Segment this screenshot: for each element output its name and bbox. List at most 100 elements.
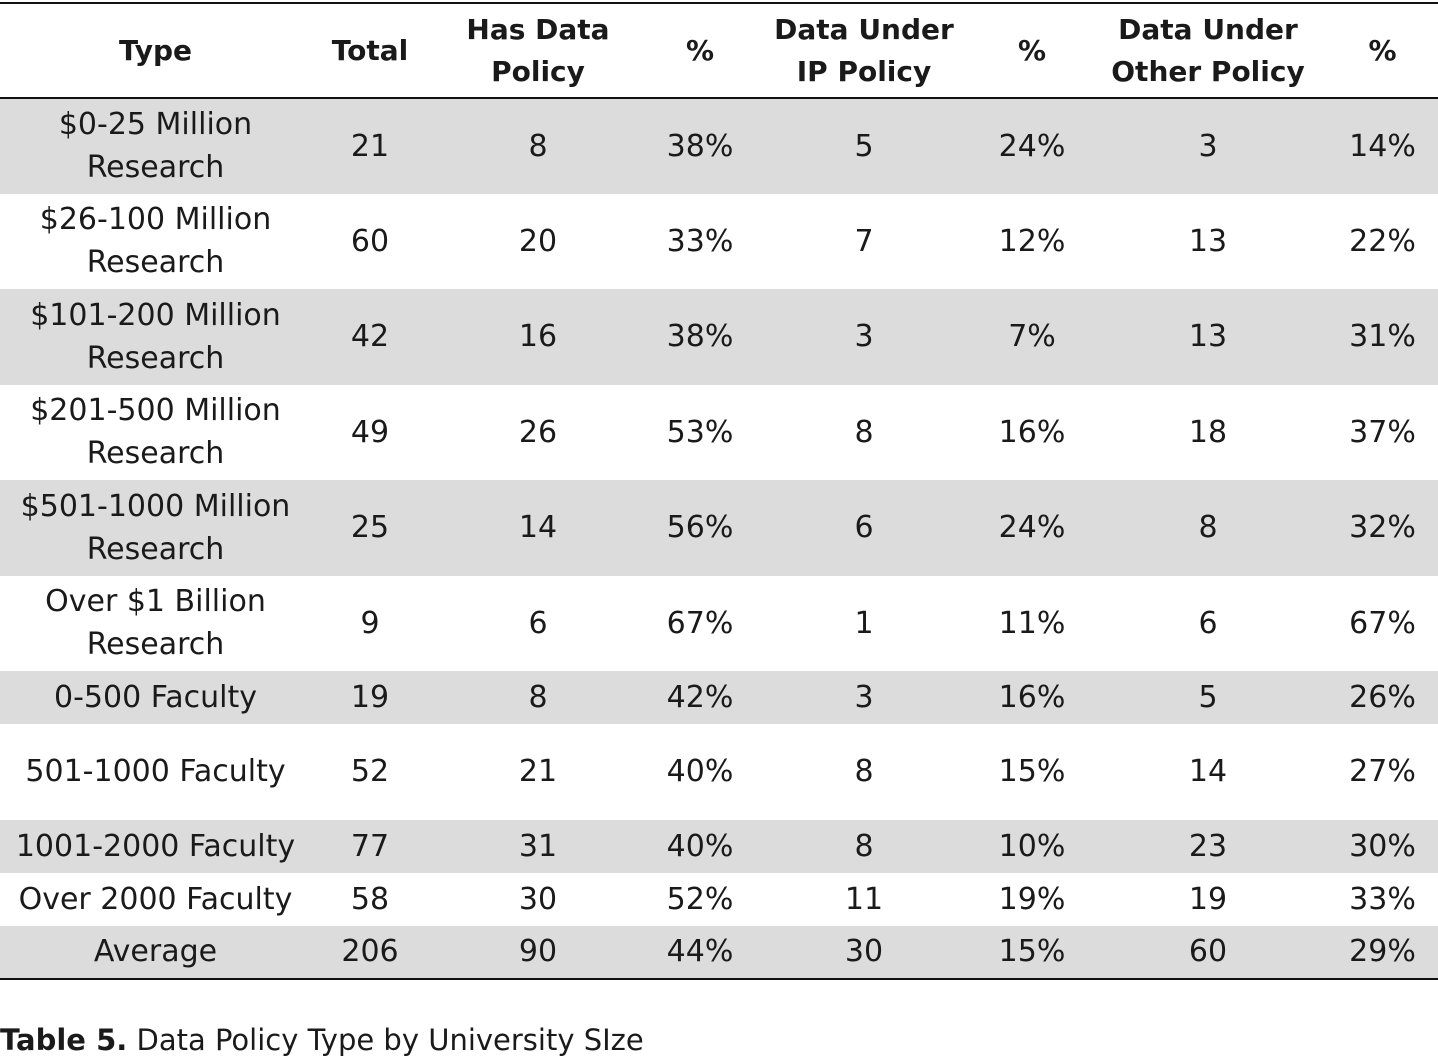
cell-total: 206 <box>311 925 429 979</box>
cell-data-under-other-policy: 13 <box>1188 223 1228 259</box>
cell-type: $101-200 Million Research <box>0 289 311 385</box>
cell-data-under-ip-policy: 8 <box>753 819 975 873</box>
cell-data-under-ip-policy: 3 <box>753 289 975 385</box>
cell-has-data-policy: 21 <box>518 754 558 790</box>
cell-data-under-ip-policy: 8 <box>854 414 874 450</box>
header-type: Type <box>0 3 311 99</box>
table-row: $0-25 Million Research 21 8 38% 5 24% 3 14% <box>0 98 1438 194</box>
cell-other-policy-percent: 33% <box>1349 881 1416 917</box>
cell-data-under-ip-policy: 30 <box>753 925 975 979</box>
cell-total: 77 <box>311 819 429 873</box>
cell-has-data-policy: 26 <box>518 414 558 450</box>
cell-ip-policy-percent: 7% <box>975 289 1089 385</box>
cell-other-policy-percent: 32% <box>1327 480 1438 576</box>
table-row: Over 2000 Faculty 58 30 52% 11 19% 19 33% <box>0 873 1438 926</box>
cell-type: 1001-2000 Faculty <box>0 819 311 873</box>
cell-total: 52 <box>350 754 390 790</box>
cell-total: 42 <box>311 289 429 385</box>
cell-ip-policy-percent: 15% <box>998 754 1066 790</box>
cell-type: 0-500 Faculty <box>0 671 311 724</box>
cell-has-data-policy-percent: 56% <box>647 480 753 576</box>
cell-type: $26-100 Million Research <box>39 202 272 281</box>
cell-data-under-other-policy: 3 <box>1089 98 1327 194</box>
cell-has-data-policy: 8 <box>429 98 647 194</box>
cell-data-under-other-policy: 18 <box>1188 414 1228 450</box>
table-row: Over $1 Billion Research 9 6 67% 1 11% 6 67% <box>0 576 1438 672</box>
table-row: 1001-2000 Faculty 77 31 40% 8 10% 23 30% <box>0 819 1438 873</box>
caption-label: Table 5. <box>0 1023 128 1057</box>
cell-has-data-policy-percent: 52% <box>666 881 734 917</box>
cell-data-under-other-policy: 14 <box>1188 754 1228 790</box>
cell-data-under-ip-policy: 8 <box>854 754 874 790</box>
cell-other-policy-percent: 67% <box>1349 605 1416 641</box>
header-has-data-policy-percent: % <box>647 3 753 99</box>
cell-data-under-ip-policy: 1 <box>854 605 874 641</box>
cell-type: $0-25 Million Research <box>0 98 311 194</box>
cell-type: Over 2000 Faculty <box>18 881 293 917</box>
cell-type: Average <box>0 925 311 979</box>
cell-ip-policy-percent: 19% <box>998 881 1066 917</box>
cell-ip-policy-percent: 12% <box>998 223 1066 259</box>
cell-has-data-policy-percent: 40% <box>647 819 753 873</box>
table-body: $0-25 Million Research 21 8 38% 5 24% 3 14% $26-… <box>0 98 1438 979</box>
cell-type: 501-1000 Faculty <box>25 754 286 790</box>
header-total: Total <box>311 3 429 99</box>
cell-ip-policy-percent: 24% <box>975 480 1089 576</box>
table-row: 501-1000 Faculty 52 21 40% 8 15% 14 27% <box>0 724 1438 820</box>
table-row: $26-100 Million Research 60 20 33% 7 12% 13 22% <box>0 194 1438 290</box>
cell-ip-policy-percent: 10% <box>975 819 1089 873</box>
table-row: $201-500 Million Research 49 26 53% 8 16% 18 37… <box>0 385 1438 481</box>
cell-ip-policy-percent: 15% <box>975 925 1089 979</box>
cell-has-data-policy-percent: 40% <box>666 754 734 790</box>
table-row: Average 206 90 44% 30 15% 60 29% <box>0 925 1438 979</box>
cell-has-data-policy: 20 <box>518 223 558 259</box>
cell-total: 21 <box>311 98 429 194</box>
cell-has-data-policy-percent: 44% <box>647 925 753 979</box>
header-data-under-other-policy: Data Under Other Policy <box>1089 3 1327 99</box>
cell-data-under-ip-policy: 6 <box>753 480 975 576</box>
cell-has-data-policy: 30 <box>518 881 558 917</box>
table-row: $101-200 Million Research 42 16 38% 3 7% 13 31% <box>0 289 1438 385</box>
header-has-data-policy: Has Data Policy <box>429 3 647 99</box>
cell-has-data-policy: 14 <box>429 480 647 576</box>
cell-data-under-other-policy: 6 <box>1198 605 1218 641</box>
header-other-policy-percent: % <box>1327 3 1438 99</box>
cell-ip-policy-percent: 16% <box>998 414 1066 450</box>
cell-data-under-ip-policy: 11 <box>844 881 884 917</box>
caption-text: Data Policy Type by University SIze <box>136 1023 644 1057</box>
cell-type: Over $1 Billion Research <box>45 584 266 663</box>
cell-other-policy-percent: 30% <box>1327 819 1438 873</box>
cell-total: 58 <box>350 881 390 917</box>
cell-data-under-other-policy: 23 <box>1089 819 1327 873</box>
cell-total: 60 <box>350 223 390 259</box>
cell-has-data-policy: 6 <box>528 605 548 641</box>
cell-has-data-policy: 8 <box>429 671 647 724</box>
cell-data-under-other-policy: 8 <box>1089 480 1327 576</box>
cell-has-data-policy-percent: 38% <box>647 289 753 385</box>
header-data-under-ip-policy: Data Under IP Policy <box>753 3 975 99</box>
cell-data-under-ip-policy: 3 <box>753 671 975 724</box>
cell-ip-policy-percent: 11% <box>998 605 1066 641</box>
header-row: Type Total Has Data Policy % Data Under … <box>0 3 1438 99</box>
cell-other-policy-percent: 26% <box>1327 671 1438 724</box>
cell-total: 9 <box>360 605 380 641</box>
cell-has-data-policy-percent: 42% <box>647 671 753 724</box>
table-row: 0-500 Faculty 19 8 42% 3 16% 5 26% <box>0 671 1438 724</box>
cell-total: 19 <box>311 671 429 724</box>
cell-has-data-policy-percent: 33% <box>666 223 734 259</box>
data-policy-table: Type Total Has Data Policy % Data Under … <box>0 2 1438 980</box>
cell-data-under-other-policy: 5 <box>1089 671 1327 724</box>
cell-data-under-other-policy: 19 <box>1188 881 1228 917</box>
cell-has-data-policy: 31 <box>429 819 647 873</box>
cell-total: 49 <box>350 414 390 450</box>
cell-has-data-policy-percent: 53% <box>666 414 734 450</box>
cell-has-data-policy-percent: 67% <box>666 605 734 641</box>
header-ip-policy-percent: % <box>975 3 1089 99</box>
cell-type: $501-1000 Million Research <box>0 480 311 576</box>
table-caption: Table 5. Data Policy Type by University … <box>0 1020 644 1060</box>
cell-ip-policy-percent: 16% <box>975 671 1089 724</box>
cell-has-data-policy: 90 <box>429 925 647 979</box>
cell-other-policy-percent: 31% <box>1327 289 1438 385</box>
cell-data-under-ip-policy: 5 <box>753 98 975 194</box>
cell-has-data-policy-percent: 38% <box>647 98 753 194</box>
